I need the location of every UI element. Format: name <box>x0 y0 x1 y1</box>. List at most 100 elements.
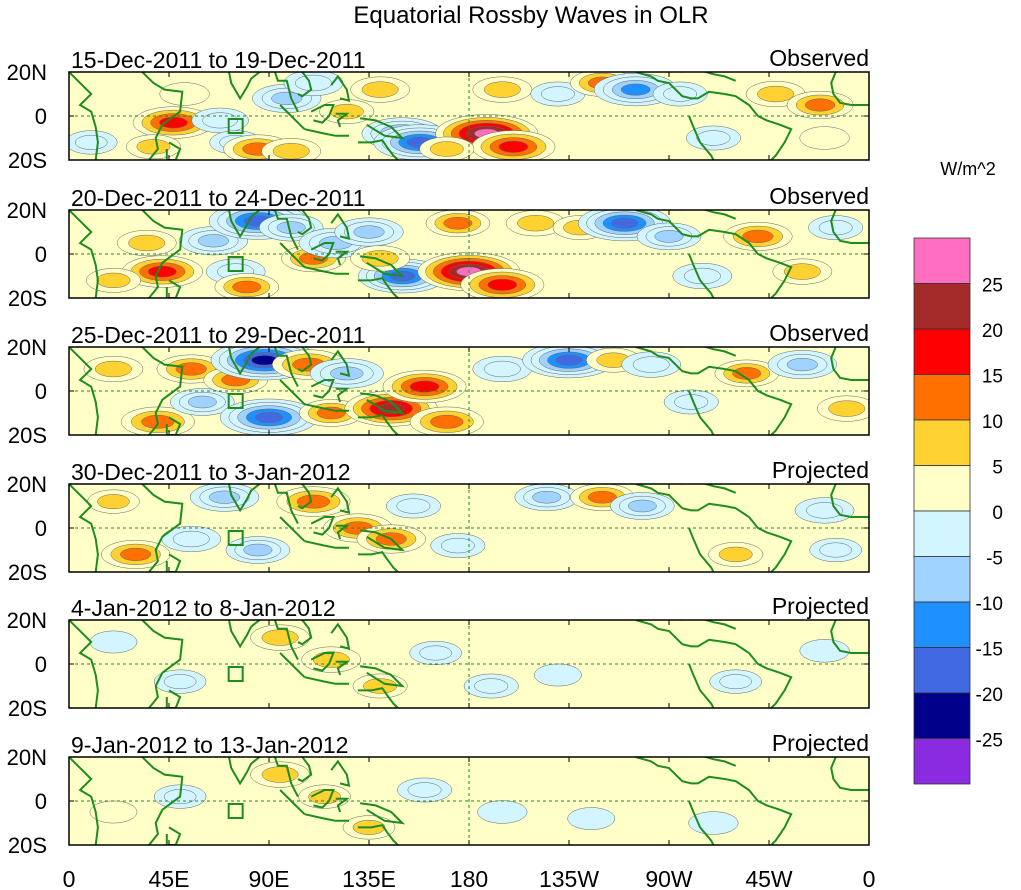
lon-tick-label: 135W <box>539 866 599 890</box>
colorbar-swatch <box>913 647 971 694</box>
anomaly-blob <box>334 217 404 247</box>
coastline <box>330 349 351 377</box>
lon-tick-label: 90W <box>645 866 693 890</box>
anomaly-blob <box>382 370 467 404</box>
colorbar-swatch <box>913 328 971 375</box>
coastline <box>304 540 349 549</box>
contour-level <box>742 229 774 243</box>
anomaly-blob <box>709 669 762 694</box>
anomaly-blob <box>685 125 741 151</box>
coastline <box>635 210 793 298</box>
colorbar-swatch <box>913 374 971 421</box>
contour-level <box>276 221 306 234</box>
lat-tick-label: 0 <box>35 789 47 814</box>
coastline <box>297 757 313 783</box>
anomaly-blob <box>425 210 491 237</box>
anomaly-blob <box>350 76 410 103</box>
colorbar-label: -5 <box>986 549 1003 570</box>
contour-level <box>209 490 241 504</box>
contour-level <box>534 663 582 687</box>
panel-kind: Observed <box>769 183 869 209</box>
anomaly-blob <box>385 493 441 519</box>
lon-tick-label: 90E <box>249 866 290 890</box>
anomaly-blob <box>472 355 533 383</box>
coastline <box>830 757 869 791</box>
reference-box <box>227 530 244 546</box>
coastline <box>141 347 184 435</box>
panel-3: 20N 0 20S 25-Dec-2011 to 29-Dec-2011 Observe… <box>7 320 870 448</box>
contour-level <box>498 140 529 153</box>
coastline <box>830 210 869 244</box>
lat-tick-label: 0 <box>35 652 47 677</box>
contour-level <box>232 280 262 294</box>
panel-period: 4-Jan-2012 to 8-Jan-2012 <box>71 595 336 621</box>
panel-kind: Projected <box>772 593 869 619</box>
contour-level <box>254 411 284 423</box>
panel-period: 25-Dec-2011 to 29-Dec-2011 <box>71 322 366 348</box>
coastline <box>330 486 351 514</box>
anomaly-blob <box>116 229 177 257</box>
panel-4: 20N 0 20S 30-Dec-2011 to 3-Jan-2012 Projecte… <box>7 457 870 585</box>
panel-kind: Projected <box>772 457 869 483</box>
lat-tick-label: 0 <box>35 516 47 541</box>
reference-box <box>227 393 244 409</box>
lat-tick-label: 20N <box>7 745 47 770</box>
contour-level <box>243 543 273 557</box>
contour-level <box>483 81 521 98</box>
anomaly-blob <box>471 130 556 160</box>
coastline <box>680 72 737 82</box>
coastline <box>195 757 299 798</box>
reference-box <box>227 666 244 682</box>
contour-level <box>532 490 562 504</box>
coastline <box>357 551 399 572</box>
anomaly-blob <box>69 130 118 155</box>
lat-tick-label: 20N <box>7 60 47 85</box>
anomaly-blob <box>261 138 322 160</box>
coastline <box>335 660 350 676</box>
coastline <box>680 347 737 357</box>
coastline <box>688 527 715 572</box>
coastline <box>69 347 99 435</box>
panel-kind: Observed <box>769 320 869 346</box>
anomaly-blob <box>89 630 138 654</box>
coastline <box>279 242 306 268</box>
contour-level <box>159 116 188 129</box>
coastline <box>141 72 184 160</box>
contour-level <box>540 86 575 102</box>
anomaly-blob <box>153 669 207 694</box>
anomaly-blob <box>472 76 533 103</box>
contour-level <box>688 811 739 835</box>
colorbar-label: -20 <box>976 685 1003 706</box>
coastline <box>357 277 399 298</box>
coastline <box>304 266 349 275</box>
contour-level <box>329 103 364 120</box>
coastline <box>69 757 99 845</box>
contour-level <box>474 678 509 694</box>
colorbar-swatch <box>913 283 971 330</box>
contour-level <box>361 81 399 98</box>
coastline <box>69 210 99 298</box>
contour-level <box>487 278 518 291</box>
colorbar-label: -10 <box>976 594 1003 615</box>
contour-level <box>120 547 152 561</box>
panel-period: 9-Jan-2012 to 13-Jan-2012 <box>71 732 348 758</box>
lat-tick-label: 20S <box>8 560 47 585</box>
anomaly-blob <box>397 777 453 803</box>
anomaly-blob <box>430 533 486 558</box>
coastline <box>680 757 737 767</box>
coastline <box>635 620 793 708</box>
coastline <box>165 416 182 435</box>
colorbar: W/m^2 25 20 15 10 5 0 -5 -10 -15 -20 -25 <box>913 159 1003 785</box>
anomaly-blob <box>714 359 780 388</box>
colorbar-swatch <box>913 738 971 785</box>
colorbar-label: -15 <box>976 640 1003 661</box>
coastline <box>830 484 869 518</box>
coastline <box>310 104 335 124</box>
coastline <box>359 529 406 552</box>
anomaly-blob <box>225 536 291 564</box>
contour-level <box>272 143 310 160</box>
contour-level <box>443 216 473 230</box>
contour-level <box>757 85 795 103</box>
coastline <box>830 620 869 654</box>
contour-level <box>163 674 197 690</box>
